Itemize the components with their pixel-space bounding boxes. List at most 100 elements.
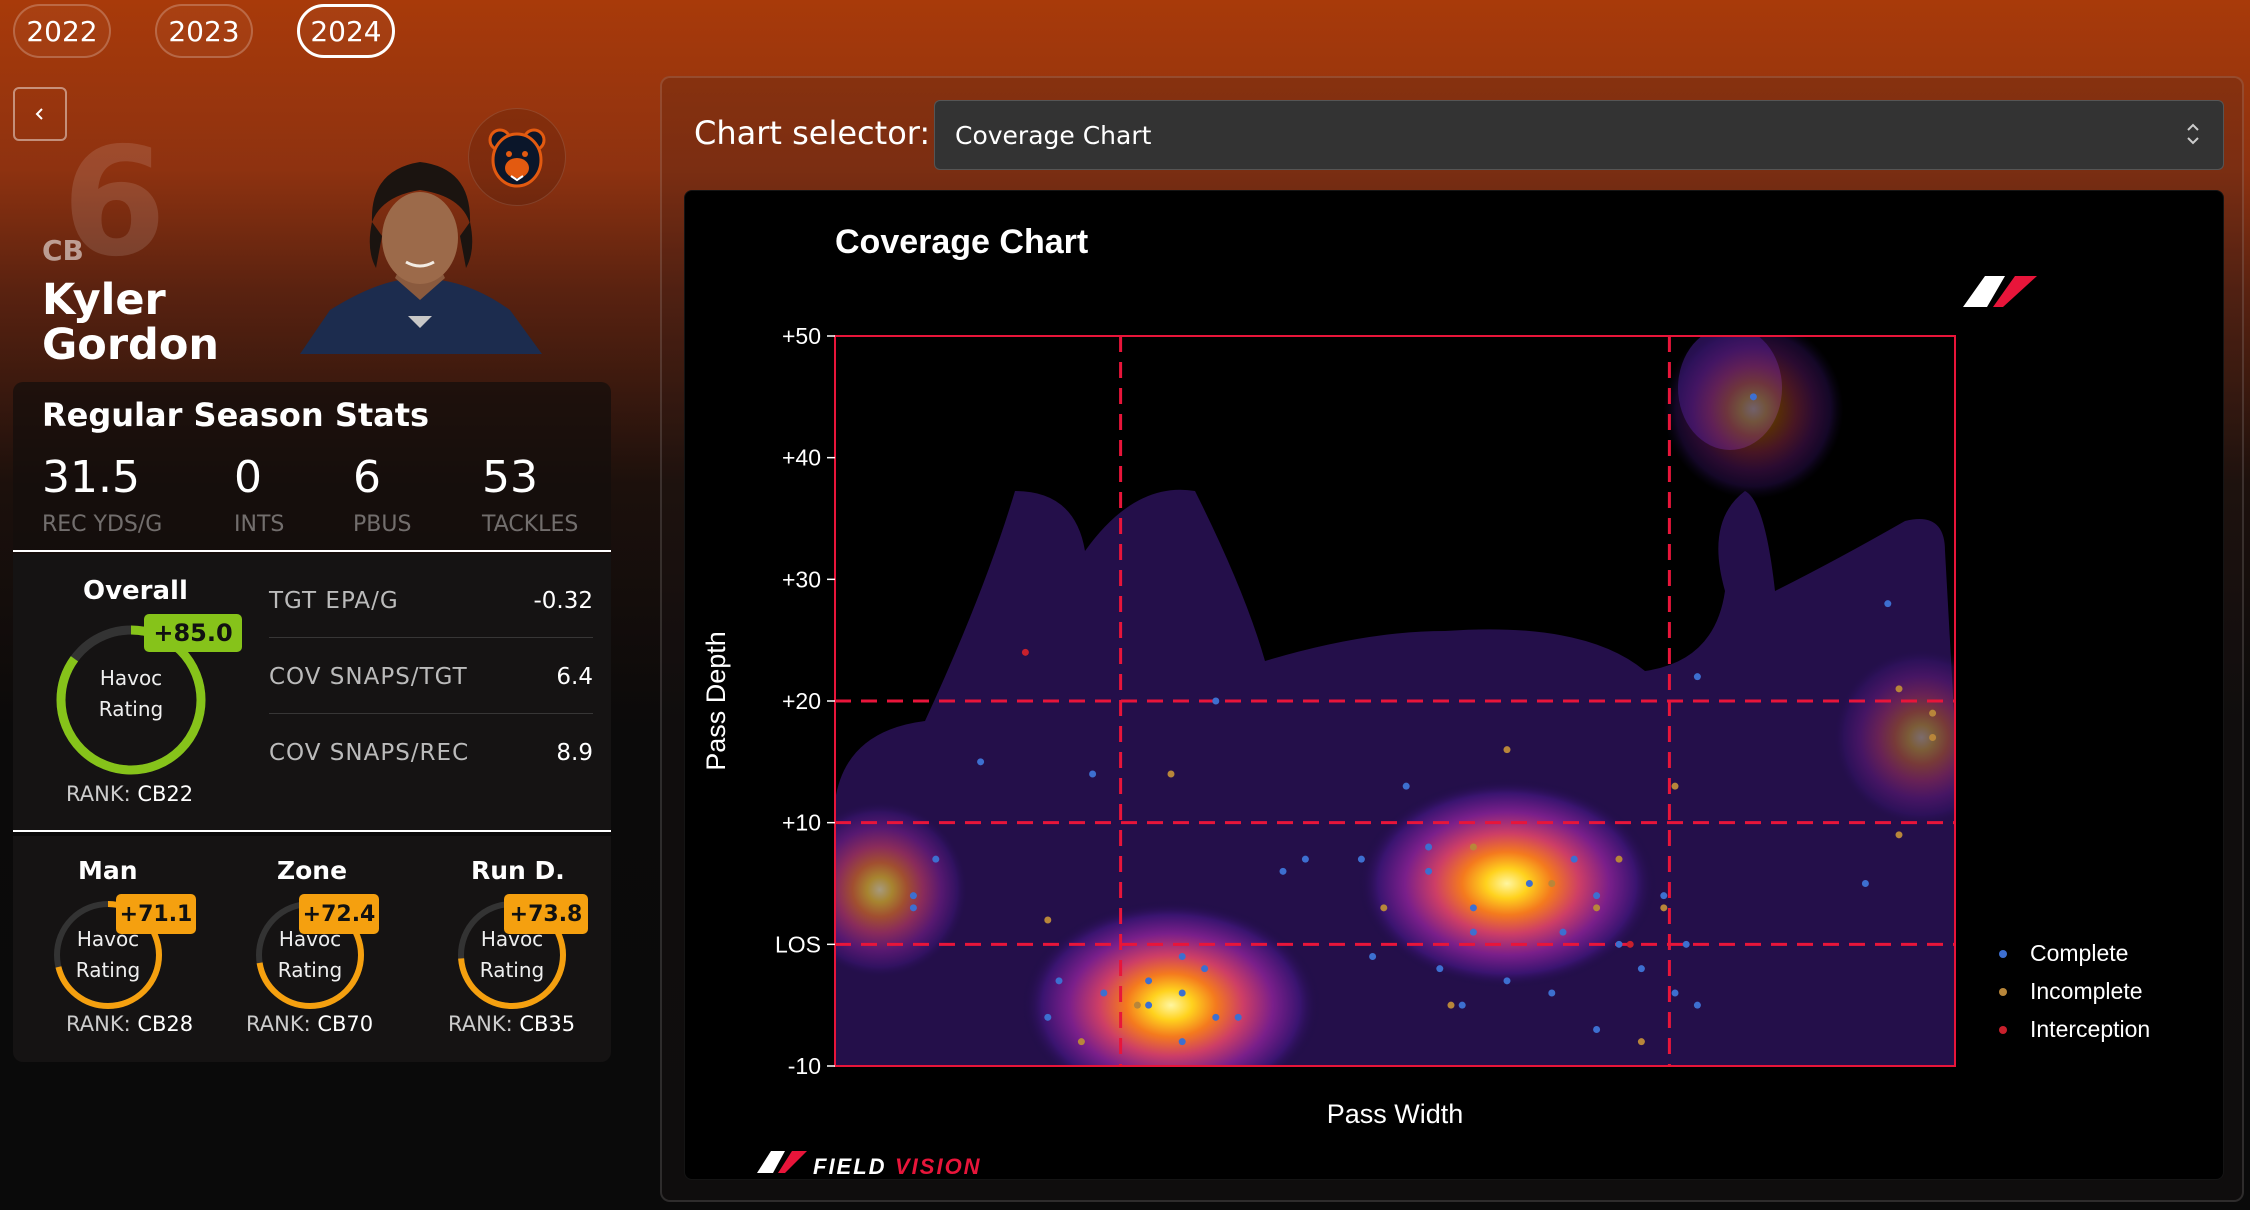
bear-head-icon (488, 128, 546, 188)
sub-rating-title: Run D. (471, 856, 565, 885)
svg-text:VISION: VISION (895, 1154, 982, 1179)
heat-hotspot (1663, 336, 1844, 499)
point-complete (1425, 843, 1433, 851)
point-incomplete (1660, 904, 1668, 912)
point-complete (932, 855, 940, 863)
chevron-up-down-icon (2187, 123, 2199, 145)
point-complete (1671, 989, 1679, 997)
point-complete (1469, 928, 1477, 936)
stat-label: REC YDS/G (42, 512, 163, 537)
chart-selector-dropdown[interactable]: Coverage Chart (934, 100, 2224, 170)
point-complete (1548, 989, 1556, 997)
heat-hotspot (1831, 647, 1955, 828)
pass-points (909, 393, 1937, 1046)
y-axis-ticks: +50 +40 +30 +20 +10 LOS -10 (775, 323, 835, 1079)
player-last-name: Gordon (42, 320, 219, 370)
chart-title: Coverage Chart (835, 223, 1088, 261)
overall-title: Overall (83, 576, 188, 606)
man-rank: RANK: CB28 (66, 1012, 193, 1036)
legend-swatch (1999, 988, 2007, 996)
section-divider (13, 830, 611, 832)
point-incomplete (1469, 843, 1477, 851)
point-complete (1178, 989, 1186, 997)
point-complete (977, 758, 985, 766)
point-complete (1089, 770, 1097, 778)
point-complete (1593, 1026, 1601, 1033)
point-complete (1559, 928, 1567, 936)
gauge-label-line: Rating (479, 958, 545, 982)
point-incomplete (1447, 1001, 1455, 1009)
chart-legend: Complete Incomplete Interception (1999, 940, 2150, 1042)
year-tab-2023[interactable]: 2023 (155, 4, 253, 58)
point-incomplete (1671, 782, 1679, 790)
legend-label: Complete (2030, 940, 2128, 966)
stat-rec-yds: 31.5 REC YDS/G (42, 456, 163, 538)
point-incomplete (1548, 880, 1556, 887)
heat-hotspot (1357, 778, 1657, 989)
point-incomplete (1615, 855, 1623, 863)
point-incomplete (1077, 1038, 1085, 1046)
run-d-gauge-label: Havoc Rating (455, 924, 569, 986)
heat-hotspot (1021, 900, 1321, 1066)
back-button[interactable] (13, 87, 67, 141)
legend-swatch (1999, 1026, 2007, 1034)
year-tab-2024[interactable]: 2024 (297, 4, 395, 58)
point-complete (1301, 855, 1309, 863)
point-complete (909, 904, 917, 912)
section-divider (13, 550, 611, 552)
point-incomplete (1929, 734, 1937, 741)
run-d-rank: RANK: CB35 (448, 1012, 575, 1036)
legend-swatch (1999, 950, 2007, 958)
player-position: CB (42, 234, 84, 267)
overall-score-badge: +85.0 (144, 614, 242, 652)
point-complete (1615, 940, 1623, 948)
sub-rating-title: Man (78, 856, 138, 885)
point-incomplete (1380, 904, 1388, 912)
metric-label: COV SNAPS/REC (269, 740, 470, 766)
point-complete (1861, 880, 1869, 887)
point-complete (1693, 1001, 1701, 1009)
point-complete (1458, 1001, 1466, 1009)
point-complete (1044, 1013, 1052, 1021)
coverage-chart-svg: Coverage Chart +50 +40 +30 +20 +10 LOS -10 Pas… (701, 223, 2150, 1179)
metric-value: -0.32 (533, 587, 593, 614)
point-complete (1682, 940, 1690, 948)
point-complete (1570, 855, 1578, 863)
sub-ratings-card: Man Havoc Rating +71.1 RANK: CB28 Zone H… (13, 836, 611, 1062)
point-complete (1212, 1013, 1220, 1021)
point-incomplete (1895, 685, 1903, 693)
man-score-badge: +71.1 (116, 894, 196, 934)
point-complete (1178, 953, 1186, 960)
point-complete (1660, 892, 1668, 900)
metric-label: COV SNAPS/TGT (269, 663, 468, 690)
y-tick-label: +20 (782, 688, 821, 714)
man-havoc-gauge (54, 901, 162, 1009)
point-incomplete (1593, 904, 1601, 912)
svg-text:FIELD: FIELD (813, 1154, 887, 1179)
metric-row: COV SNAPS/TGT 6.4 (269, 640, 593, 714)
point-complete (1234, 1013, 1242, 1021)
zone-score-badge: +72.4 (299, 894, 379, 934)
point-complete (1693, 673, 1701, 681)
stat-ints: 0 INTS (234, 456, 284, 538)
point-complete (1369, 953, 1377, 960)
fieldvision-corner-logo-icon (1963, 276, 2037, 307)
point-incomplete (1503, 746, 1511, 754)
gauge-label-line: Rating (98, 697, 164, 721)
player-name: Kyler Gordon (42, 278, 219, 368)
season-stats-title: Regular Season Stats (42, 396, 430, 434)
year-tab-2022[interactable]: 2022 (13, 4, 111, 58)
y-axis-label: Pass Depth (701, 631, 731, 771)
rank-value: CB22 (137, 782, 194, 806)
metric-row: TGT EPA/G -0.32 (269, 564, 593, 638)
point-complete (1055, 977, 1063, 985)
y-tick-label: LOS (775, 931, 821, 957)
point-complete (1279, 867, 1287, 875)
jersey-number: 6 (62, 116, 167, 290)
point-complete (1425, 867, 1433, 875)
bears-logo-icon (468, 108, 566, 206)
y-tick-label: +30 (782, 566, 821, 592)
chart-panel: Chart selector: Coverage Chart C (660, 76, 2244, 1202)
point-complete (1145, 977, 1153, 985)
rank-value: CB28 (137, 1012, 194, 1036)
